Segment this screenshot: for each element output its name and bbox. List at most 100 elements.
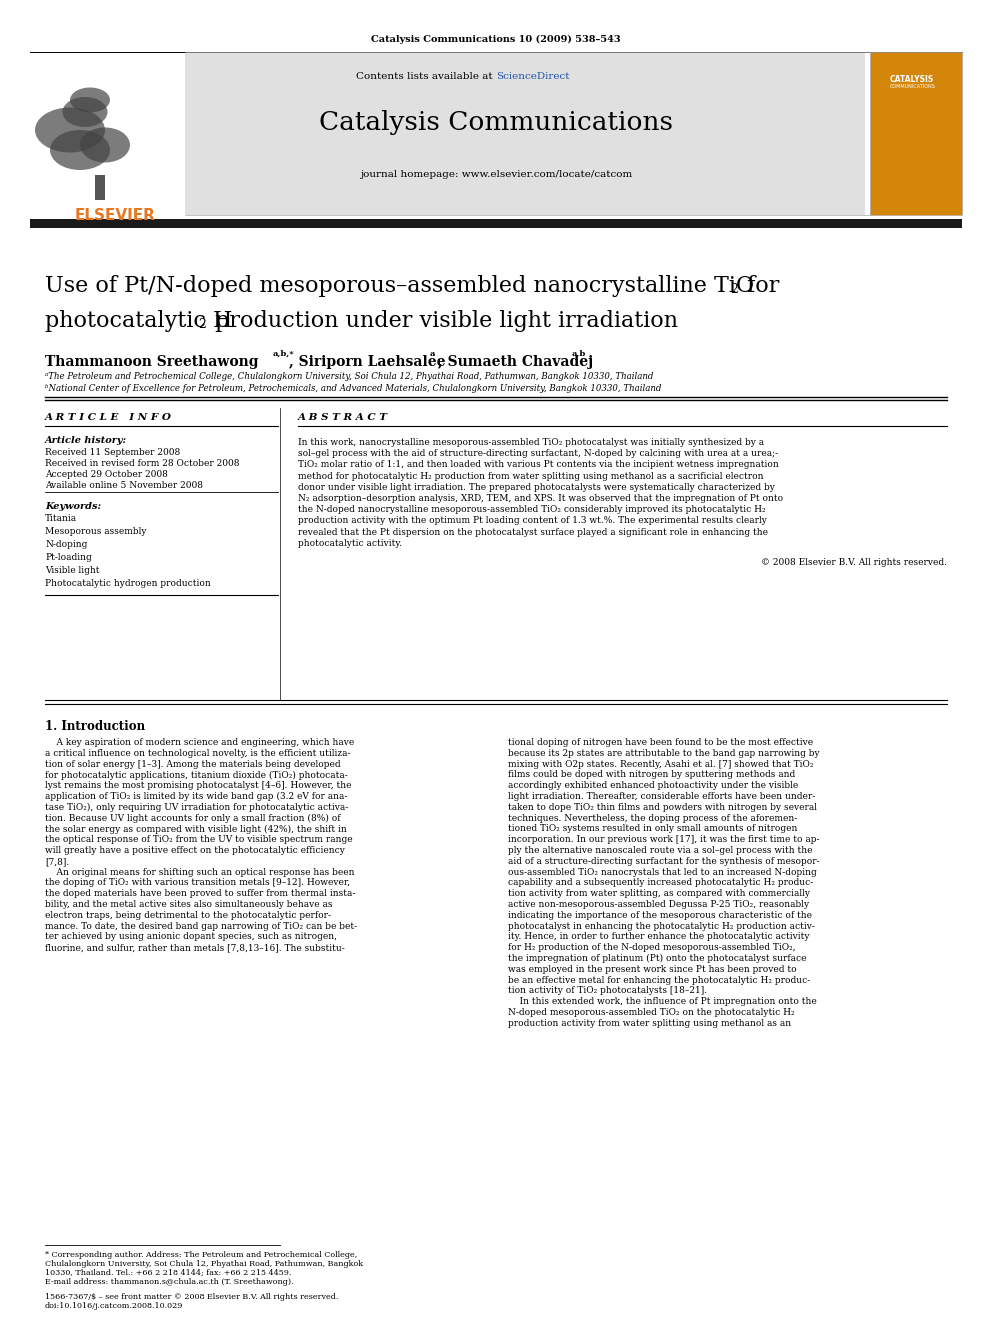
Text: 10330, Thailand. Tel.: +66 2 218 4144; fax: +66 2 215 4459.: 10330, Thailand. Tel.: +66 2 218 4144; f… (45, 1269, 292, 1277)
Text: N-doped mesoporous-assembled TiO₂ on the photocatalytic H₂: N-doped mesoporous-assembled TiO₂ on the… (508, 1008, 795, 1017)
Text: ply the alternative nanoscaled route via a sol–gel process with the: ply the alternative nanoscaled route via… (508, 845, 812, 855)
Text: * Corresponding author. Address: The Petroleum and Petrochemical College,: * Corresponding author. Address: The Pet… (45, 1252, 357, 1259)
Text: photocatalytic activity.: photocatalytic activity. (298, 538, 402, 548)
Text: active non-mesoporous-assembled Degussa P-25 TiO₂, reasonably: active non-mesoporous-assembled Degussa … (508, 900, 809, 909)
Text: fluorine, and sulfur, rather than metals [7,8,13–16]. The substitu-: fluorine, and sulfur, rather than metals… (45, 943, 345, 953)
Text: 1. Introduction: 1. Introduction (45, 720, 145, 733)
Text: Catalysis Communications: Catalysis Communications (319, 110, 673, 135)
Text: method for photocatalytic H₂ production from water splitting using methanol as a: method for photocatalytic H₂ production … (298, 471, 764, 480)
Text: for photocatalytic applications, titanium dioxide (TiO₂) photocata-: for photocatalytic applications, titaniu… (45, 770, 348, 779)
Text: A R T I C L E   I N F O: A R T I C L E I N F O (45, 413, 172, 422)
Text: A B S T R A C T: A B S T R A C T (298, 413, 388, 422)
Text: A key aspiration of modern science and engineering, which have: A key aspiration of modern science and e… (45, 738, 354, 747)
Text: 2: 2 (730, 283, 738, 296)
Text: Pt-loading: Pt-loading (45, 553, 91, 562)
Text: electron traps, being detrimental to the photocatalytic perfor-: electron traps, being detrimental to the… (45, 910, 331, 919)
Text: photocatalyst in enhancing the photocatalytic H₂ production activ-: photocatalyst in enhancing the photocata… (508, 922, 814, 930)
Text: donor under visible light irradiation. The prepared photocatalysts were systemat: donor under visible light irradiation. T… (298, 483, 775, 492)
Text: the optical response of TiO₂ from the UV to visible spectrum range: the optical response of TiO₂ from the UV… (45, 835, 352, 844)
Text: lyst remains the most promising photocatalyst [4–6]. However, the: lyst remains the most promising photocat… (45, 781, 351, 790)
Text: In this extended work, the influence of Pt impregnation onto the: In this extended work, the influence of … (508, 998, 816, 1007)
Text: ELSEVIER: ELSEVIER (75, 208, 156, 224)
Text: a,b: a,b (572, 351, 586, 359)
Text: Contents lists available at: Contents lists available at (356, 71, 496, 81)
Text: tion. Because UV light accounts for only a small fraction (8%) of: tion. Because UV light accounts for only… (45, 814, 340, 823)
Text: incorporation. In our previous work [17], it was the first time to ap-: incorporation. In our previous work [17]… (508, 835, 819, 844)
Text: Use of Pt/N-doped mesoporous–assembled nanocrystalline TiO: Use of Pt/N-doped mesoporous–assembled n… (45, 275, 754, 296)
Ellipse shape (62, 97, 107, 127)
Text: taken to dope TiO₂ thin films and powders with nitrogen by several: taken to dope TiO₂ thin films and powder… (508, 803, 817, 812)
Bar (0, 52, 185, 216)
Text: capability and a subsequently increased photocatalytic H₂ produc-: capability and a subsequently increased … (508, 878, 813, 888)
Text: N-doping: N-doping (45, 540, 87, 549)
Text: tion activity from water splitting, as compared with commercially: tion activity from water splitting, as c… (508, 889, 810, 898)
Text: Article history:: Article history: (45, 437, 127, 445)
Text: sol–gel process with the aid of structure-directing surfactant, N-doped by calci: sol–gel process with the aid of structur… (298, 450, 778, 458)
Text: ous-assembled TiO₂ nanocrystals that led to an increased N-doping: ous-assembled TiO₂ nanocrystals that led… (508, 868, 816, 877)
Text: the impregnation of platinum (Pt) onto the photocatalyst surface: the impregnation of platinum (Pt) onto t… (508, 954, 806, 963)
Text: 2: 2 (198, 318, 206, 331)
Text: will greatly have a positive effect on the photocatalytic efficiency: will greatly have a positive effect on t… (45, 845, 345, 855)
Text: the doped materials have been proved to suffer from thermal insta-: the doped materials have been proved to … (45, 889, 355, 898)
Ellipse shape (70, 87, 110, 112)
Text: Visible light: Visible light (45, 566, 99, 576)
Bar (30, 220, 962, 228)
Text: ᵇNational Center of Excellence for Petroleum, Petrochemicals, and Advanced Mater: ᵇNational Center of Excellence for Petro… (45, 384, 662, 393)
Text: ᵃThe Petroleum and Petrochemical College, Chulalongkorn University, Soi Chula 12: ᵃThe Petroleum and Petrochemical College… (45, 372, 654, 381)
Text: indicating the importance of the mesoporous characteristic of the: indicating the importance of the mesopor… (508, 910, 812, 919)
Text: Received in revised form 28 October 2008: Received in revised form 28 October 2008 (45, 459, 239, 468)
Text: Chulalongkorn University, Soi Chula 12, Phyathai Road, Pathumwan, Bangkok: Chulalongkorn University, Soi Chula 12, … (45, 1259, 363, 1267)
Text: ScienceDirect: ScienceDirect (496, 71, 569, 81)
Text: doi:10.1016/j.catcom.2008.10.029: doi:10.1016/j.catcom.2008.10.029 (45, 1302, 184, 1310)
Ellipse shape (80, 127, 130, 163)
Text: Titania: Titania (45, 515, 77, 523)
Text: Received 11 September 2008: Received 11 September 2008 (45, 448, 181, 456)
Text: because its 2p states are attributable to the band gap narrowing by: because its 2p states are attributable t… (508, 749, 819, 758)
Text: An original means for shifting such an optical response has been: An original means for shifting such an o… (45, 868, 354, 877)
Text: for: for (740, 275, 780, 296)
Text: In this work, nanocrystalline mesoporous-assembled TiO₂ photocatalyst was initia: In this work, nanocrystalline mesoporous… (298, 438, 764, 447)
Text: a critical influence on technological novelty, is the efficient utiliza-: a critical influence on technological no… (45, 749, 350, 758)
Bar (870, 52, 962, 216)
Text: ter achieved by using anionic dopant species, such as nitrogen,: ter achieved by using anionic dopant spe… (45, 933, 337, 942)
Text: production activity with the optimum Pt loading content of 1.3 wt.%. The experim: production activity with the optimum Pt … (298, 516, 767, 525)
Text: production under visible light irradiation: production under visible light irradiati… (208, 310, 678, 332)
Text: techniques. Nevertheless, the doping process of the aforemen-: techniques. Nevertheless, the doping pro… (508, 814, 798, 823)
Text: the doping of TiO₂ with various transition metals [9–12]. However,: the doping of TiO₂ with various transiti… (45, 878, 350, 888)
Text: light irradiation. Thereafter, considerable efforts have been under-: light irradiation. Thereafter, considera… (508, 792, 815, 800)
Text: © 2008 Elsevier B.V. All rights reserved.: © 2008 Elsevier B.V. All rights reserved… (761, 558, 947, 568)
Text: a,b,*: a,b,* (273, 351, 295, 359)
Text: , Sumaeth Chavadej: , Sumaeth Chavadej (438, 355, 593, 369)
Text: Catalysis Communications 10 (2009) 538–543: Catalysis Communications 10 (2009) 538–5… (371, 34, 621, 44)
Text: ity. Hence, in order to further enhance the photocatalytic activity: ity. Hence, in order to further enhance … (508, 933, 809, 942)
Bar (30, 75, 170, 205)
Text: accordingly exhibited enhanced photoactivity under the visible: accordingly exhibited enhanced photoacti… (508, 781, 799, 790)
Text: bility, and the metal active sites also simultaneously behave as: bility, and the metal active sites also … (45, 900, 332, 909)
Text: CATALYSIS: CATALYSIS (890, 75, 934, 83)
Text: Available online 5 November 2008: Available online 5 November 2008 (45, 482, 203, 490)
Ellipse shape (50, 130, 110, 169)
Text: COMMUNICATIONS: COMMUNICATIONS (890, 83, 935, 89)
Text: tion activity of TiO₂ photocatalysts [18–21].: tion activity of TiO₂ photocatalysts [18… (508, 987, 707, 995)
Text: Mesoporous assembly: Mesoporous assembly (45, 527, 147, 536)
Text: photocatalytic H: photocatalytic H (45, 310, 232, 332)
Text: be an effective metal for enhancing the photocatalytic H₂ produc-: be an effective metal for enhancing the … (508, 975, 810, 984)
Bar (185, 52, 865, 216)
Text: production activity from water splitting using methanol as an: production activity from water splitting… (508, 1019, 792, 1028)
Text: was employed in the present work since Pt has been proved to: was employed in the present work since P… (508, 964, 797, 974)
Text: revealed that the Pt dispersion on the photocatalyst surface played a significan: revealed that the Pt dispersion on the p… (298, 528, 768, 537)
Text: application of TiO₂ is limited by its wide band gap (3.2 eV for ana-: application of TiO₂ is limited by its wi… (45, 792, 347, 802)
Ellipse shape (35, 107, 105, 152)
Text: mance. To date, the desired band gap narrowing of TiO₂ can be bet-: mance. To date, the desired band gap nar… (45, 922, 357, 930)
Text: Keywords:: Keywords: (45, 501, 101, 511)
Text: for H₂ production of the N-doped mesoporous-assembled TiO₂,: for H₂ production of the N-doped mesopor… (508, 943, 796, 953)
Text: Accepted 29 October 2008: Accepted 29 October 2008 (45, 470, 168, 479)
Text: , Siriporn Laehsalee: , Siriporn Laehsalee (289, 355, 445, 369)
Text: films could be doped with nitrogen by sputtering methods and: films could be doped with nitrogen by sp… (508, 770, 796, 779)
Text: journal homepage: www.elsevier.com/locate/catcom: journal homepage: www.elsevier.com/locat… (360, 169, 632, 179)
Text: E-mail address: thammanon.s@chula.ac.th (T. Sreethawong).: E-mail address: thammanon.s@chula.ac.th … (45, 1278, 294, 1286)
Text: Photocatalytic hydrogen production: Photocatalytic hydrogen production (45, 579, 210, 587)
Bar (95, 175, 105, 200)
Text: N₂ adsorption–desorption analysis, XRD, TEM, and XPS. It was observed that the i: N₂ adsorption–desorption analysis, XRD, … (298, 493, 783, 503)
Text: 1566-7367/$ – see front matter © 2008 Elsevier B.V. All rights reserved.: 1566-7367/$ – see front matter © 2008 El… (45, 1293, 338, 1301)
